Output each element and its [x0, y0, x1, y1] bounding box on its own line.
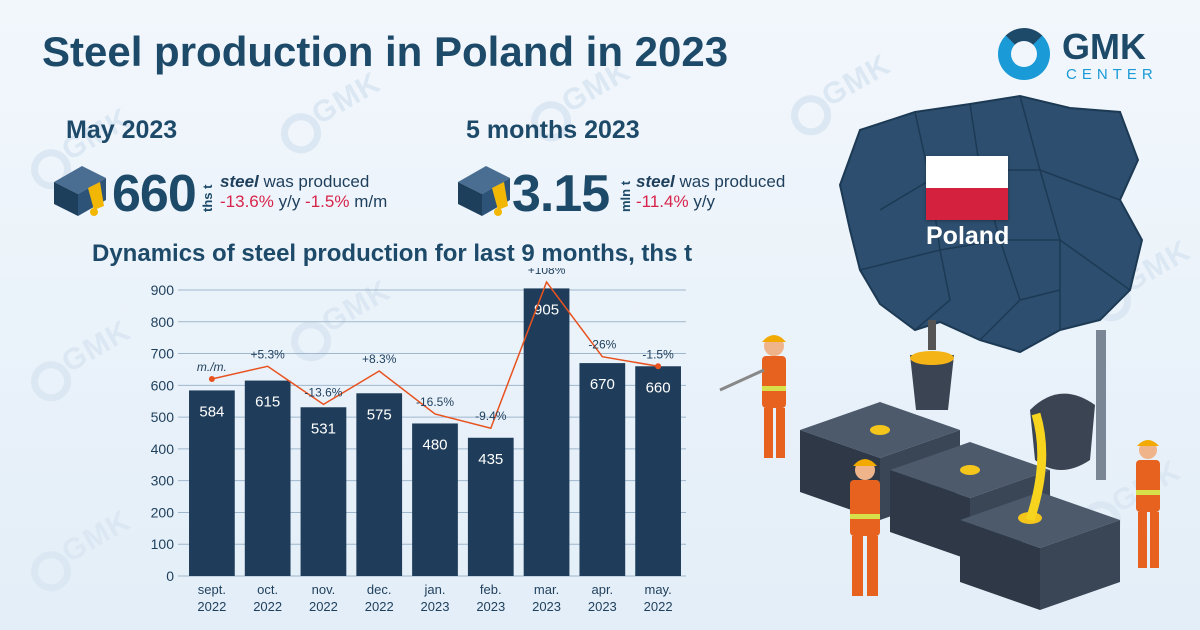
bar-value-label: 670	[590, 376, 615, 393]
mm-change-label: +5.3%	[250, 347, 285, 361]
worker-icon	[719, 335, 786, 458]
stat-five-heading: 5 months 2023	[466, 116, 640, 144]
mm-change-label: +108%	[528, 268, 566, 277]
stat-five-desc-rest: was produced	[674, 172, 786, 191]
y-tick-label: 200	[151, 504, 175, 520]
stat-may-mm: -1.5%	[305, 192, 350, 211]
bar-value-label: 905	[534, 301, 559, 318]
mm-change-label: -13.6%	[304, 385, 342, 399]
bar	[579, 363, 626, 576]
y-tick-label: 0	[166, 568, 174, 584]
bar-value-label: 575	[367, 406, 392, 423]
bar-value-label: 615	[255, 394, 280, 411]
x-tick-label: 2022	[365, 599, 394, 614]
bar	[356, 393, 403, 576]
logo-ring-icon	[998, 28, 1050, 80]
bar	[635, 366, 681, 576]
stat-may-desc: steel was produced	[220, 172, 369, 192]
stat-five-yy-label: y/y	[688, 192, 716, 211]
mm-change-line	[211, 280, 659, 430]
x-tick-label: 2022	[644, 599, 673, 614]
y-tick-label: 700	[151, 346, 175, 362]
y-tick-label: 100	[151, 536, 175, 552]
y-tick-label: 300	[151, 473, 175, 489]
poland-flag-icon	[926, 156, 1008, 220]
bar-value-label: 531	[311, 420, 336, 437]
logo-sub-text: CENTER	[1066, 66, 1158, 83]
stat-may-value: 660	[112, 165, 197, 223]
stat-five-value: 3.15	[512, 165, 610, 223]
steel-plant-illustration	[719, 320, 1160, 610]
steel-ingot-icon	[54, 166, 106, 216]
page-title: Steel production in Poland in 2023	[42, 28, 729, 75]
y-tick-label: 400	[151, 441, 175, 457]
map-country-label: Poland	[926, 222, 1010, 250]
stat-may-yy-label: y/y	[273, 192, 306, 211]
gmk-center-logo: GMK CENTER	[998, 26, 1178, 86]
bar-value-label: 584	[199, 403, 224, 420]
mm-change-label: -1.5%	[642, 347, 674, 361]
stat-may-unit: ths t	[200, 184, 215, 212]
stat-five-desc: steel was produced	[636, 172, 785, 192]
bar	[244, 380, 291, 576]
mm-change-point	[655, 363, 662, 370]
stat-five-yy: -11.4%	[636, 192, 689, 211]
stat-may-desc-rest: was produced	[258, 172, 370, 191]
pouring-ladle-icon	[1025, 330, 1106, 522]
chart-title: Dynamics of steel production for last 9 …	[92, 240, 693, 267]
y-tick-label: 500	[151, 409, 175, 425]
y-tick-label: 600	[151, 377, 175, 393]
bar	[523, 288, 570, 576]
bar	[467, 437, 514, 576]
worker-icon	[1136, 440, 1160, 568]
x-tick-label: oct.	[257, 582, 278, 597]
y-tick-label: 800	[151, 314, 175, 330]
stat-five-desc-em: steel	[636, 172, 675, 191]
mm-change-label: -26%	[588, 338, 616, 352]
x-tick-label: 2023	[476, 599, 505, 614]
x-tick-label: 2023	[588, 599, 617, 614]
stat-five-changes: -11.4% y/y	[636, 192, 715, 212]
x-tick-label: dec.	[367, 582, 392, 597]
x-tick-label: may.	[645, 582, 672, 597]
ladle-icon	[910, 320, 954, 410]
mm-change-point	[208, 375, 215, 382]
stat-may-heading: May 2023	[66, 116, 178, 144]
x-tick-label: feb.	[480, 582, 502, 597]
x-tick-label: jan.	[424, 582, 446, 597]
production-bar-chart: 0 100 200 300 400 500 600 700 800 900 584 sept. 2022…	[151, 268, 686, 614]
x-tick-label: 2023	[532, 599, 561, 614]
stat-may-desc-em: steel	[220, 172, 259, 191]
bar	[300, 407, 347, 576]
poland-map	[838, 94, 1144, 354]
stat-may-yy: -13.6%	[220, 192, 274, 211]
x-tick-label: nov.	[312, 582, 336, 597]
stat-may-changes: -13.6% y/y -1.5% m/m	[220, 192, 387, 212]
worker-icon	[850, 459, 880, 596]
x-tick-label: apr.	[591, 582, 613, 597]
mm-change-label: m./m.	[197, 360, 227, 374]
mm-change-label: -16.5%	[416, 395, 454, 409]
bar	[189, 390, 235, 576]
mm-change-label: -9.4%	[475, 409, 507, 423]
bar-value-label: 435	[478, 451, 503, 468]
bar	[412, 423, 458, 576]
steel-ingot-icon	[458, 166, 510, 216]
x-tick-label: mar.	[534, 582, 559, 597]
y-tick-label: 900	[151, 282, 175, 298]
x-tick-label: 2023	[421, 599, 450, 614]
x-tick-label: sept.	[198, 582, 226, 597]
x-tick-label: 2022	[309, 599, 338, 614]
logo-main-text: GMK	[1062, 26, 1146, 67]
bar-value-label: 480	[422, 436, 447, 453]
x-tick-label: 2022	[197, 599, 226, 614]
bar-value-label: 660	[646, 379, 671, 396]
mm-change-label: +8.3%	[362, 352, 397, 366]
stat-five-unit: mln t	[618, 180, 633, 212]
x-tick-label: 2022	[253, 599, 282, 614]
stat-may-mm-label: m/m	[349, 192, 388, 211]
